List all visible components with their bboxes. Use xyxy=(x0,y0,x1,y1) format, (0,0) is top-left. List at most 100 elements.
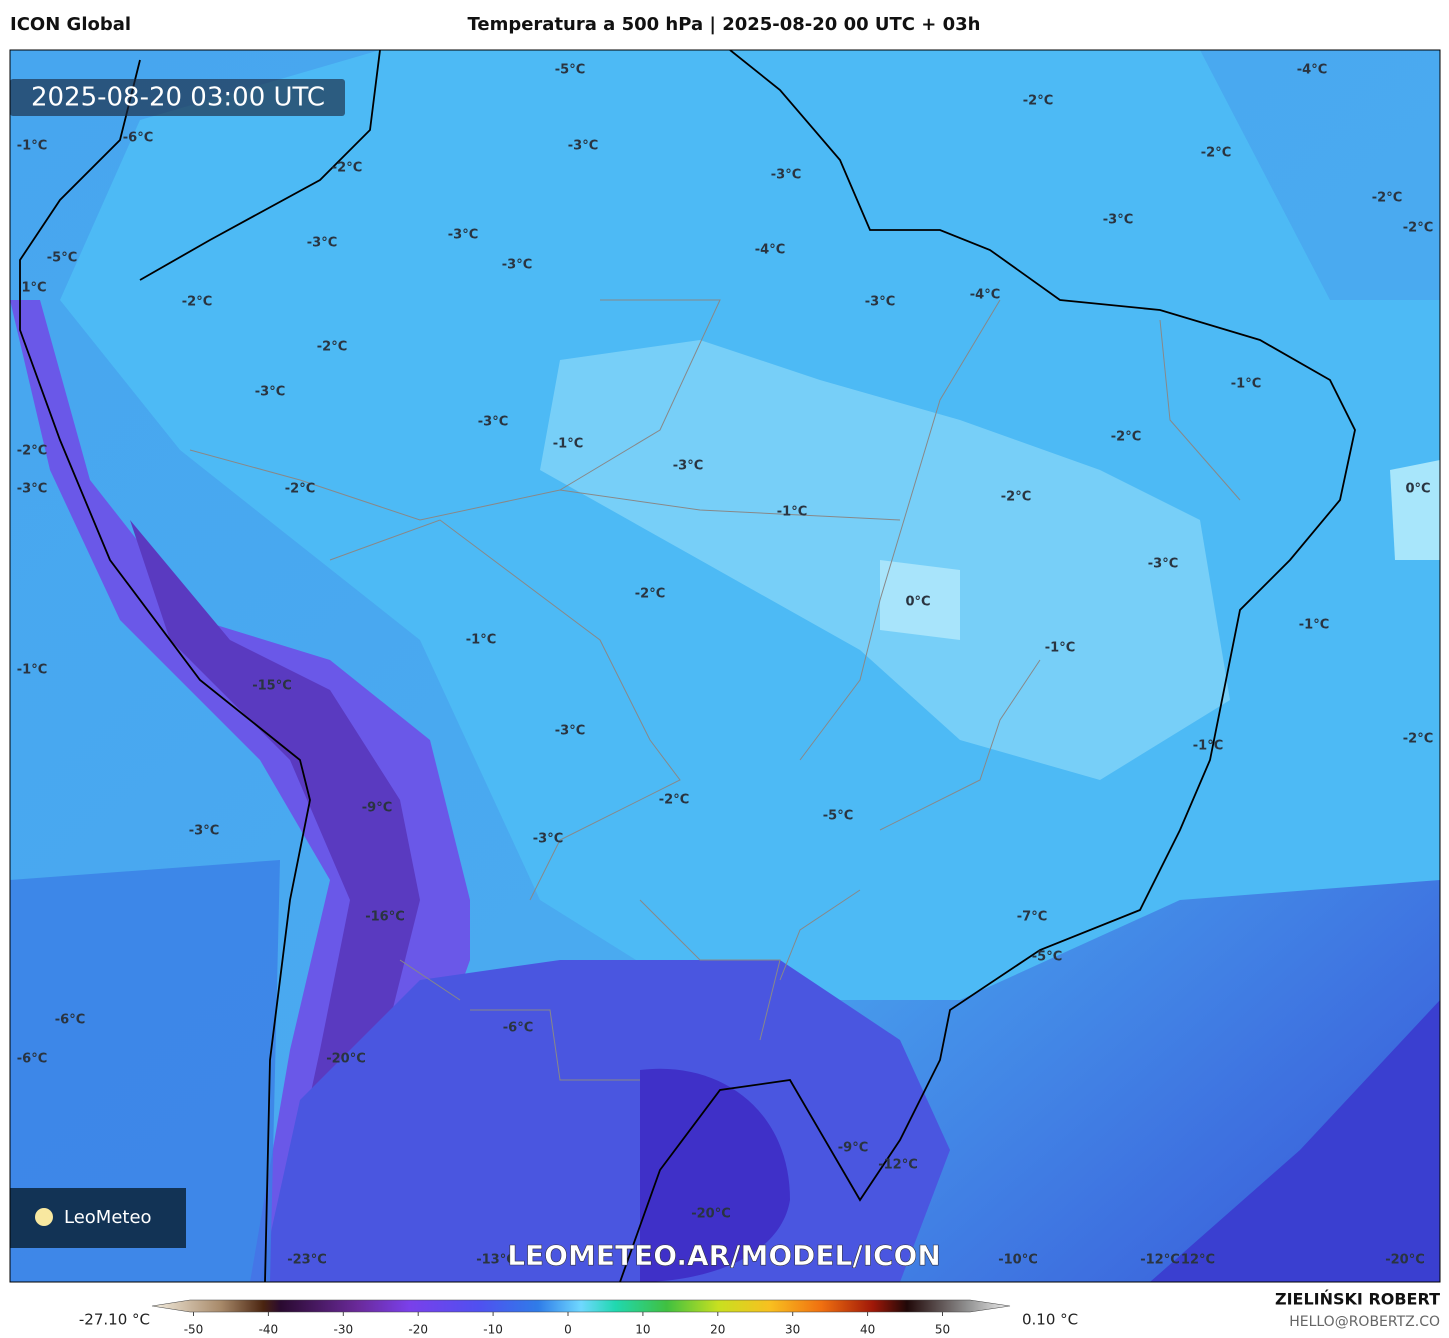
contour-label: -4°C xyxy=(755,243,785,258)
colorbar-tick-label: -10 xyxy=(483,1323,503,1337)
contour-label: -7°C xyxy=(1017,910,1047,925)
contour-label: -12°C xyxy=(1140,1253,1180,1268)
logo-sun xyxy=(35,1208,53,1226)
contour-label: -2°C xyxy=(1001,490,1031,505)
contour-label: -3°C xyxy=(568,139,598,154)
colorbar-max: 0.10 °C xyxy=(1022,1311,1078,1329)
contour-label: -6°C xyxy=(55,1013,85,1028)
contour-label: -3°C xyxy=(1103,213,1133,228)
model-name: ICON Global xyxy=(10,14,131,35)
contour-label: 12°C xyxy=(1181,1253,1215,1268)
contour-label: -3°C xyxy=(865,295,895,310)
colorbar-tick-label: -20 xyxy=(408,1323,428,1337)
contour-label: -2°C xyxy=(1023,94,1053,109)
contour-label: -3°C xyxy=(255,385,285,400)
contour-label: -2°C xyxy=(317,340,347,355)
contour-label: -16°C xyxy=(365,910,405,925)
contour-label: -3°C xyxy=(307,236,337,251)
contour-label: -1°C xyxy=(1231,377,1261,392)
timestamp: 2025-08-20 03:00 UTC xyxy=(31,83,325,113)
contour-label: -3°C xyxy=(771,168,801,183)
colorbar-tick-label: -30 xyxy=(333,1323,353,1337)
contour-label: -5°C xyxy=(1032,950,1062,965)
colorbar-tick-label: 0 xyxy=(564,1323,572,1337)
contour-label: -4°C xyxy=(1297,63,1327,78)
coastline xyxy=(19,50,1356,1282)
contour-label: -5°C xyxy=(555,63,585,78)
contour-labels: -5°C -4°C-2°C-6°C-1°C -3°C -2°C-2°C -3°C-2°C… xyxy=(17,63,1433,1268)
contour-label: -2°C xyxy=(1372,191,1402,206)
contour-label: -3°C xyxy=(502,258,532,273)
contour-label: -20°C xyxy=(691,1207,731,1222)
contour-label: -2°C xyxy=(1403,732,1433,747)
contour-label: -1°C xyxy=(553,437,583,452)
colorbar-tick-label: 10 xyxy=(635,1323,650,1337)
contour-label: -2°C xyxy=(285,482,315,497)
contour-label: -3°C xyxy=(17,482,47,497)
contour-label: -2°C xyxy=(1403,221,1433,236)
warmest-zone xyxy=(540,340,1230,780)
contour-label: -4°C xyxy=(970,288,1000,303)
contour-label: 0°C xyxy=(905,595,930,610)
contour-label: -2°C xyxy=(332,161,362,176)
title: Temperatura a 500 hPa | 2025-08-20 00 UT… xyxy=(467,14,980,35)
cold-pacific xyxy=(10,860,280,1282)
contour-label: -1°C xyxy=(17,139,47,154)
contour-label: -10°C xyxy=(998,1253,1038,1268)
colorbar-tick-label: 50 xyxy=(935,1323,950,1337)
contour-label: -6°C xyxy=(17,1052,47,1067)
colorbar-tick-label: 20 xyxy=(710,1323,725,1337)
contour-label: -1°C xyxy=(466,633,496,648)
contour-label: -6°C xyxy=(503,1021,533,1036)
contour-label: -3°C xyxy=(1148,557,1178,572)
contour-label: -1°C xyxy=(1045,641,1075,656)
colorbar-min: -27.10 °C xyxy=(79,1311,150,1329)
contour-label: -2°C xyxy=(1201,146,1231,161)
colorbar-ticks: -50 -40 -30 -20 -10 0 10 20 30 40 50 xyxy=(184,1312,950,1337)
author: ZIELIŃSKI ROBERT xyxy=(1275,1290,1440,1309)
colorbar-tick-label: 40 xyxy=(860,1323,875,1337)
contour-label: -5°C xyxy=(47,251,77,266)
colorbar-tick-label: -50 xyxy=(184,1323,204,1337)
cold-ocean xyxy=(1150,1000,1440,1282)
contour-label: -3°C xyxy=(478,415,508,430)
cold-core xyxy=(640,1068,790,1282)
colorbar xyxy=(151,1299,1011,1313)
contour-label: -3°C xyxy=(673,459,703,474)
map-area: LeoMeteo 2025-08-20 03:00 UTC -5°C -4°C -2… xyxy=(10,50,1440,1282)
contour-label: -23°C xyxy=(287,1253,327,1268)
contour-label: -1°C xyxy=(1299,618,1329,633)
logo-text: LeoMeteo xyxy=(64,1207,152,1228)
watermark: LEOMETEO.AR/MODEL/ICON xyxy=(507,1239,941,1272)
contour-label: 0°C xyxy=(1405,482,1430,497)
contour-label: -9°C xyxy=(362,801,392,816)
colorbar-tick-label: -40 xyxy=(259,1323,279,1337)
contour-label: -13°C xyxy=(476,1253,516,1268)
contour-label: -1°C xyxy=(777,505,807,520)
contour-label: -12°C xyxy=(878,1158,918,1173)
contour-label: -2°C xyxy=(182,295,212,310)
colorbar-tick-label: 30 xyxy=(785,1323,800,1337)
email: HELLO@ROBERTZ.CO xyxy=(1289,1314,1440,1330)
contour-label: -3°C xyxy=(533,832,563,847)
contour-label: -1°C xyxy=(1193,739,1223,754)
warmest-zone xyxy=(880,560,960,640)
contour-label: 1°C xyxy=(21,281,46,296)
contour-label: -3°C xyxy=(189,824,219,839)
borders xyxy=(189,299,1241,1081)
contour-label: -2°C xyxy=(1111,430,1141,445)
contour-label: -20°C xyxy=(1385,1253,1425,1268)
contour-label: -3°C xyxy=(555,724,585,739)
map-frame xyxy=(9,49,1441,1283)
contour-label: -9°C xyxy=(838,1141,868,1156)
contour-label: -1°C xyxy=(17,663,47,678)
contour-label: -2°C xyxy=(635,587,665,602)
contour-label: -3°C xyxy=(448,228,478,243)
contour-label: -15°C xyxy=(252,679,292,694)
timestamp-box xyxy=(10,79,345,116)
contour-label: -2°C xyxy=(659,793,689,808)
warm-patch xyxy=(1390,460,1440,560)
contour-label: -2°C xyxy=(17,444,47,459)
